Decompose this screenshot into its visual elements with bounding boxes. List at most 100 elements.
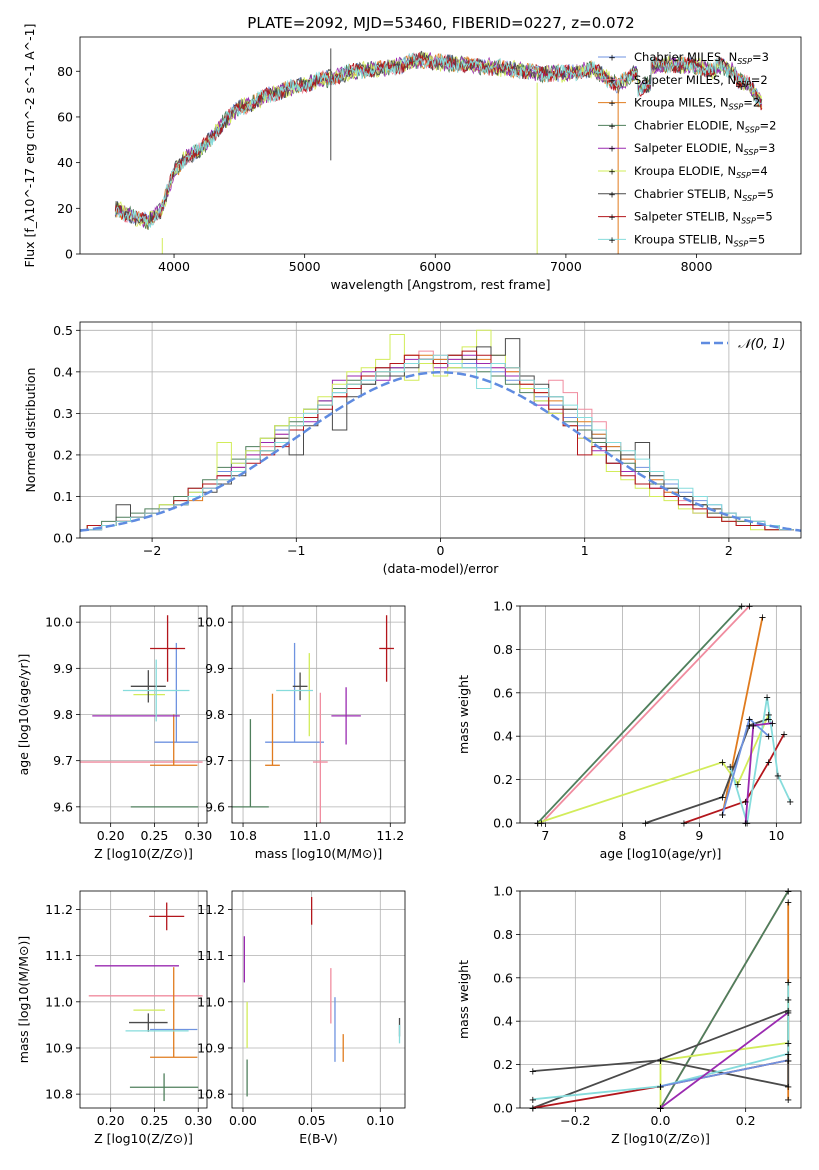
weight-marker: +	[749, 721, 757, 732]
plot-area	[80, 329, 801, 532]
panels: + Chabrier MILES, NSSP=3 + Salpeter MILES, …	[16, 24, 802, 1146]
x-tick-label: 11.2	[376, 828, 404, 843]
y-tick-label: 20	[57, 201, 73, 216]
weight-marker: +	[784, 897, 792, 908]
x-tick-label: 1	[581, 543, 589, 558]
weight-marker: +	[734, 779, 742, 790]
errorbar-point	[265, 693, 280, 766]
y-tick-label: 9.8	[205, 707, 225, 722]
errorbar-point	[331, 687, 361, 745]
errorbar-point	[154, 642, 199, 743]
errorbar-point	[129, 1013, 168, 1032]
x-tick-label: −2	[143, 543, 161, 558]
x-tick-label: 6000	[419, 259, 451, 274]
weight-marker: +	[656, 1056, 664, 1067]
weight-marker: +	[784, 1095, 792, 1106]
legend-entry: Kroupa MILES, NSSP=2	[634, 96, 760, 112]
weight-marker: +	[764, 732, 772, 743]
x-axis-label: (data-model)/error	[383, 561, 500, 576]
ticks: −2 −1 0 1 2 0.0 0.1 0.2 0.3 0.4 0.5	[53, 323, 733, 558]
x-tick-label: 0.10	[366, 1113, 394, 1128]
weight-marker: +	[726, 762, 734, 773]
x-axis-label: Z [log10(Z/Z⊙)]	[611, 1131, 710, 1146]
y-tick-label: 9.6	[53, 799, 73, 814]
panel-weight_vs_age: ++++++++++++++++++++++++++++ +7 8 9 100.00.2…	[456, 599, 802, 861]
weight-series-line	[660, 1059, 789, 1088]
weight-marker: +	[784, 1038, 792, 1049]
weight-marker: +	[656, 1056, 664, 1067]
ticks: 10.8 11.0 11.2 9.6 9.7 9.8 9.9 10.0	[197, 615, 404, 843]
grid	[232, 606, 405, 823]
y-tick-label: 0.4	[493, 1014, 513, 1029]
weight-series-line	[645, 717, 769, 823]
y-tick-label: 10.8	[45, 1087, 73, 1102]
panel-age_vs_Z: 0.20 0.25 0.30 9.6 9.7 9.8 9.9 10.0 Z [log10(Z/Z…	[16, 605, 212, 861]
x-tick-label: 0.00	[229, 1113, 257, 1128]
panel-weight_vs_Z: ++++++++++++++++++++++++++−0.2 0.0 0.20.00…	[456, 884, 802, 1146]
x-tick-label: 8000	[681, 259, 713, 274]
errorbar-point	[150, 967, 198, 1058]
y-tick-label: 0.4	[493, 729, 513, 744]
x-axis-label: Z [log10(Z/Z⊙)]	[94, 846, 193, 861]
weight-marker: +	[641, 819, 649, 830]
ticks: −0.2 0.0 0.2 0.0 0.2 0.4 0.6 0.8 1.0	[493, 884, 755, 1129]
figure-title: PLATE=2092, MJD=53460, FIBERID=0227, z=0…	[247, 14, 634, 32]
x-tick-label: 0.20	[97, 1113, 125, 1128]
legend-entry: Chabrier STELIB, NSSP=5	[634, 187, 774, 203]
legend-marker: +	[608, 99, 616, 109]
y-axis-label: mass weight	[456, 675, 471, 754]
plot-area	[114, 48, 763, 254]
x-tick-label: 7	[541, 828, 549, 843]
ticks: 0.00 0.05 0.10 10.8 10.9 11.0 11.1 11.2	[197, 902, 394, 1128]
errorbar-point	[122, 659, 190, 722]
legend-marker: +	[608, 145, 616, 155]
legend: 𝒩(0, 1)	[701, 337, 785, 352]
weight-marker: +	[656, 1082, 664, 1093]
weight-marker: +	[738, 602, 746, 613]
weight-marker: +	[780, 730, 788, 741]
y-tick-label: 1.0	[493, 884, 513, 899]
panel-spectrum: + Chabrier MILES, NSSP=3 + Salpeter MILES, …	[22, 24, 802, 292]
weight-marker: +	[718, 810, 726, 821]
plot-area	[532, 891, 790, 1108]
x-tick-label: 8	[618, 828, 626, 843]
y-tick-label: 11.2	[197, 902, 225, 917]
weight-series-line	[744, 722, 773, 823]
x-tick-label: 4000	[158, 259, 190, 274]
errorbar-point	[130, 670, 166, 703]
y-tick-label: 9.9	[205, 661, 225, 676]
weight-series-line	[537, 606, 743, 823]
plot-area	[88, 902, 203, 1102]
weight-marker: +	[764, 710, 772, 721]
weight-marker: +	[529, 1095, 537, 1106]
legend-marker: +	[608, 236, 616, 246]
y-tick-label: 11.0	[45, 994, 73, 1009]
plot-area	[537, 606, 792, 823]
ticks: 7 8 9 10 0.0 0.2 0.4 0.6 0.8 1.0	[493, 599, 784, 844]
y-tick-label: 10.9	[197, 1040, 225, 1055]
y-axis-label: age [log10(age/yr)]	[16, 654, 31, 776]
errorbar-point	[312, 692, 328, 823]
weight-series-line	[532, 1009, 790, 1108]
y-tick-label: 9.8	[53, 707, 73, 722]
x-tick-label: 2	[725, 543, 733, 558]
weight-series-line	[729, 696, 792, 823]
x-tick-label: 0.30	[184, 828, 212, 843]
weight-series-line	[659, 1011, 789, 1108]
ticks: 0.20 0.25 0.30 10.8 10.9 11.0 11.1 11.2	[45, 902, 212, 1128]
y-tick-label: 0.1	[53, 489, 73, 504]
axes-frame	[79, 36, 802, 255]
weight-marker: +	[758, 612, 766, 623]
y-tick-label: 11.1	[197, 948, 225, 963]
legend-marker: +	[608, 122, 616, 132]
weight-marker: +	[768, 719, 776, 730]
legend-marker: +	[608, 190, 616, 200]
y-tick-label: 1.0	[493, 599, 513, 614]
gaussian-curve	[80, 371, 801, 532]
weight-marker: +	[718, 792, 726, 803]
x-tick-label: 0.30	[184, 1113, 212, 1128]
weight-marker: +	[784, 978, 792, 989]
spectrum-series-line	[114, 50, 763, 226]
weight-marker: +	[784, 1082, 792, 1093]
legend: + Chabrier MILES, NSSP=3 + Salpeter MILES, …	[598, 50, 776, 248]
